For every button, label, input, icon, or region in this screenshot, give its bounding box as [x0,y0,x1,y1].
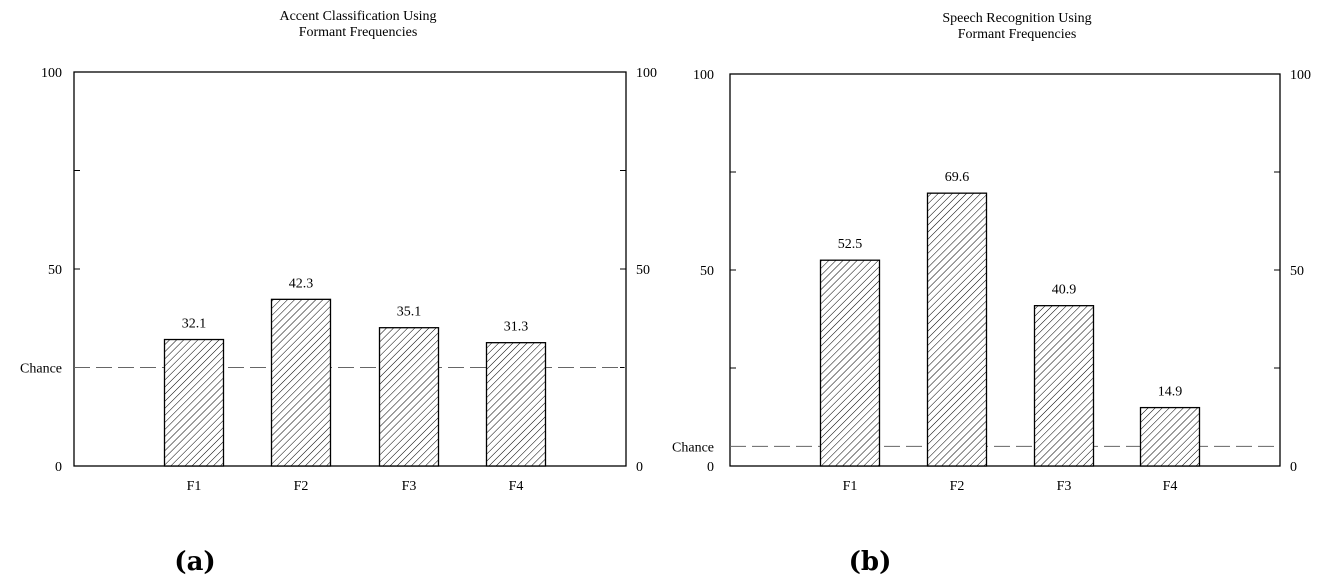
bar-f3 [378,327,440,467]
bar-f4 [485,342,547,467]
bar-f1 [163,338,225,467]
category-label: F3 [402,479,417,494]
panel-caption: (b) [849,547,892,577]
category-label: F2 [950,479,965,494]
panel-caption: (a) [174,547,215,577]
chart-title-line: Formant Frequencies [299,25,418,40]
bar-f2 [926,192,988,467]
right-tick-label: 0 [636,460,643,475]
right-tick-label: 0 [1290,460,1297,475]
left-tick-label: 0 [55,460,62,475]
category-label: F4 [1163,479,1178,494]
left-tick-label: 100 [41,66,62,81]
bar-f1 [819,259,881,467]
data-label: 52.5 [838,237,863,252]
data-label: 14.9 [1158,385,1183,400]
bar-f4 [1139,406,1201,467]
left-tick-label: 50 [700,264,714,279]
left-tick-label: 50 [48,263,62,278]
right-tick-label: 50 [1290,264,1304,279]
right-tick-label: 100 [636,66,657,81]
category-label: F4 [509,479,524,494]
left-tick-label: 100 [693,68,714,83]
chart-title-line: Accent Classification Using [279,9,436,24]
chart-title-line: Formant Frequencies [958,27,1077,42]
data-label: 35.1 [397,305,422,320]
chance-label: Chance [672,440,714,455]
category-label: F2 [294,479,309,494]
data-label: 42.3 [289,276,314,291]
left-tick-label: 0 [707,460,714,475]
data-label: 69.6 [945,170,970,185]
category-label: F1 [843,479,858,494]
category-label: F1 [187,479,202,494]
right-tick-label: 50 [636,263,650,278]
bar-f3 [1033,305,1095,467]
chart-title-line: Speech Recognition Using [942,11,1091,26]
chance-label: Chance [20,362,62,377]
category-label: F3 [1057,479,1072,494]
data-label: 32.1 [182,317,207,332]
data-label: 31.3 [504,320,529,335]
right-tick-label: 100 [1290,68,1311,83]
bar-f2 [270,298,332,467]
data-label: 40.9 [1052,283,1077,298]
